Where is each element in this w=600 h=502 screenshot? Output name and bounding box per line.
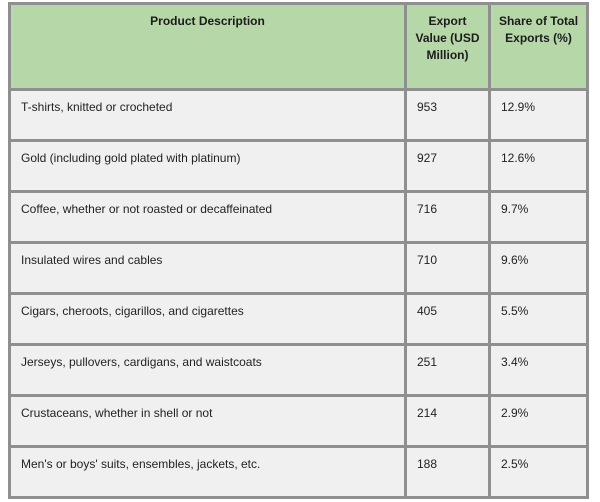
table-row: Crustaceans, whether in shell or not 214… — [8, 394, 589, 448]
product-cell: T-shirts, knitted or crocheted — [8, 88, 407, 142]
share-cell: 9.7% — [488, 190, 589, 244]
col-header-export-value: Export Value (USD Million) — [404, 2, 491, 91]
export-value-cell: 716 — [404, 190, 491, 244]
export-value-cell: 251 — [404, 343, 491, 397]
share-cell: 9.6% — [488, 241, 589, 295]
export-value-cell: 710 — [404, 241, 491, 295]
product-cell: Insulated wires and cables — [8, 241, 407, 295]
product-cell: Coffee, whether or not roasted or decaff… — [8, 190, 407, 244]
product-cell: Crustaceans, whether in shell or not — [8, 394, 407, 448]
product-cell: Men's or boys' suits, ensembles, jackets… — [8, 445, 407, 499]
table-row: T-shirts, knitted or crocheted 953 12.9% — [8, 88, 589, 142]
table-body: T-shirts, knitted or crocheted 953 12.9%… — [8, 88, 589, 499]
export-value-cell: 214 — [404, 394, 491, 448]
share-cell: 12.9% — [488, 88, 589, 142]
product-cell: Gold (including gold plated with platinu… — [8, 139, 407, 193]
export-value-cell: 927 — [404, 139, 491, 193]
table-row: Men's or boys' suits, ensembles, jackets… — [8, 445, 589, 499]
col-header-product-description: Product Description — [8, 2, 407, 91]
export-value-cell: 953 — [404, 88, 491, 142]
table-header: Product Description Export Value (USD Mi… — [8, 2, 589, 91]
export-value-cell: 188 — [404, 445, 491, 499]
share-cell: 3.4% — [488, 343, 589, 397]
export-value-cell: 405 — [404, 292, 491, 346]
table-row: Insulated wires and cables 710 9.6% — [8, 241, 589, 295]
share-cell: 2.9% — [488, 394, 589, 448]
table-row: Jerseys, pullovers, cardigans, and waist… — [8, 343, 589, 397]
table-row: Coffee, whether or not roasted or decaff… — [8, 190, 589, 244]
exports-table: Product Description Export Value (USD Mi… — [8, 2, 589, 499]
col-header-share-of-exports: Share of Total Exports (%) — [488, 2, 589, 91]
product-cell: Cigars, cheroots, cigarillos, and cigare… — [8, 292, 407, 346]
product-cell: Jerseys, pullovers, cardigans, and waist… — [8, 343, 407, 397]
share-cell: 5.5% — [488, 292, 589, 346]
share-cell: 2.5% — [488, 445, 589, 499]
share-cell: 12.6% — [488, 139, 589, 193]
table-row: Gold (including gold plated with platinu… — [8, 139, 589, 193]
header-row: Product Description Export Value (USD Mi… — [8, 2, 589, 91]
table-row: Cigars, cheroots, cigarillos, and cigare… — [8, 292, 589, 346]
